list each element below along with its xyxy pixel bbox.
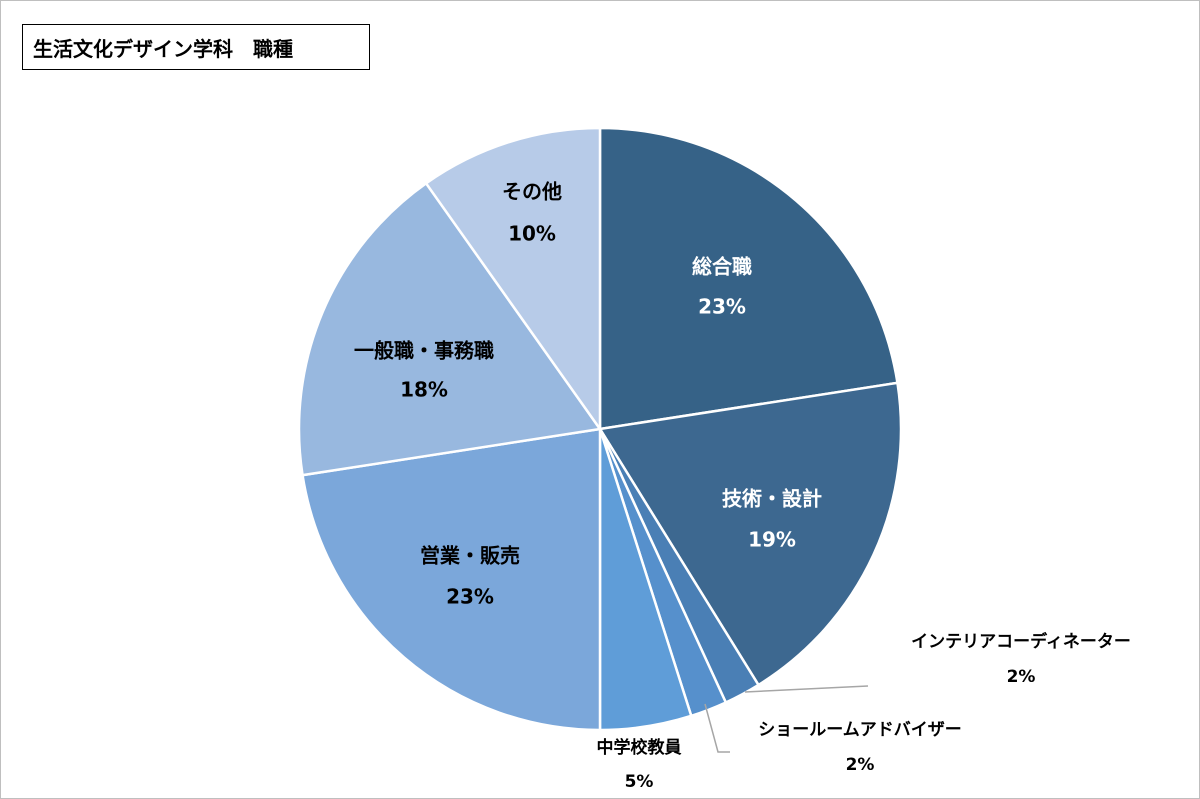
slice-value-3: 2% (846, 755, 875, 775)
leader-line-3 (704, 703, 730, 753)
slice-label-1: 技術・設計 (722, 487, 822, 511)
slice-value-2: 2% (1007, 667, 1036, 687)
slice-value-0: 23% (698, 295, 746, 319)
pie-slice-5 (301, 427, 602, 732)
leader-line-2 (744, 685, 869, 693)
slice-value-6: 18% (400, 378, 448, 402)
slice-value-1: 19% (748, 528, 796, 552)
pie-slice-1 (597, 381, 903, 687)
slice-label-6: 一般職・事務職 (354, 339, 494, 363)
slice-label-4: 中学校教員 (597, 737, 682, 758)
pie-slice-6 (297, 181, 603, 477)
pie-slice-7 (424, 126, 602, 433)
slice-label-3: ショールームアドバイザー (758, 720, 962, 740)
slice-value-5: 23% (446, 585, 494, 609)
slice-value-7: 10% (508, 222, 556, 246)
pie-slice-0 (598, 126, 899, 431)
slice-label-0: 総合職 (692, 255, 752, 279)
chart-title: 生活文化デザイン学科 職種 (22, 24, 370, 70)
slice-label-5: 営業・販売 (420, 544, 520, 568)
slice-label-7: その他 (502, 180, 562, 204)
slice-label-2: インテリアコーディネーター (911, 631, 1131, 652)
slice-value-4: 5% (625, 772, 654, 792)
